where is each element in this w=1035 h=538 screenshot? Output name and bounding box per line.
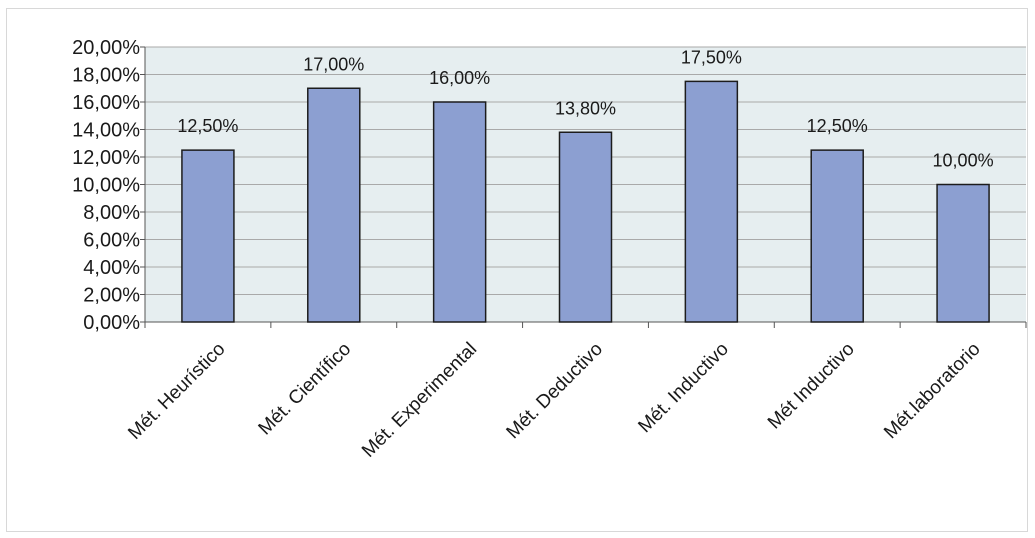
- category-label: Mét. Heurístico: [124, 339, 229, 444]
- data-label: 13,80%: [555, 98, 616, 118]
- data-label: 12,50%: [177, 116, 238, 136]
- bar: [307, 87, 361, 323]
- data-labels: 12,50% 17,00% 16,00% 13,80% 17,50% 12,50% 10,0…: [177, 47, 993, 170]
- category-label: Mét.laboratorio: [880, 339, 984, 443]
- bar: [432, 101, 487, 323]
- data-label: 12,50%: [807, 116, 868, 136]
- bar: [810, 149, 864, 323]
- y-tick-label: 14,00%: [72, 120, 140, 142]
- data-label: 17,50%: [681, 47, 742, 67]
- category-label: Mét. Experimental: [358, 339, 481, 462]
- y-tick-label: 4,00%: [83, 257, 140, 279]
- bar: [181, 149, 235, 323]
- y-tick-label: 12,00%: [72, 147, 140, 169]
- data-label: 17,00%: [303, 54, 364, 74]
- category-labels: Mét. Heurístico Mét. Científico Mét. Exper…: [124, 339, 984, 462]
- data-label: 16,00%: [429, 68, 490, 88]
- y-tick-label: 10,00%: [72, 175, 140, 197]
- category-label: Mét. Inductivo: [634, 339, 732, 437]
- category-label: Mét. Científico: [255, 339, 356, 440]
- y-tick-label: 16,00%: [72, 92, 140, 114]
- category-label: Mét. Deductivo: [503, 339, 607, 443]
- bar: [684, 80, 739, 323]
- y-tick-label: 18,00%: [72, 65, 140, 87]
- category-label: Mét Inductivo: [764, 339, 859, 434]
- y-tick-label: 2,00%: [83, 285, 140, 307]
- y-tick-label: 20,00%: [72, 37, 140, 59]
- bar: [558, 131, 613, 323]
- y-tick-label: 0,00%: [83, 312, 140, 334]
- bars: [181, 80, 990, 323]
- y-tick-label: 6,00%: [83, 230, 140, 252]
- data-label: 10,00%: [933, 151, 994, 171]
- bar: [936, 183, 990, 323]
- axes: 0,00% 2,00% 4,00% 6,00% 8,00% 10,00% 12,00% 14,…: [72, 37, 1027, 334]
- y-tick-label: 8,00%: [83, 202, 140, 224]
